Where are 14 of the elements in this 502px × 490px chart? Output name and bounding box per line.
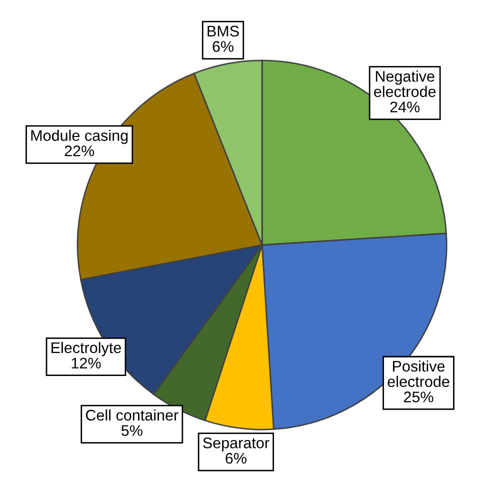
- slice-label: Separator: [203, 438, 270, 452]
- data-label: 24%: [390, 102, 420, 112]
- slice-label: Electrolyte: [52, 342, 121, 356]
- slice-label: Negative electrode: [374, 70, 436, 98]
- slice-label: Cell container: [86, 409, 178, 421]
- slice-label: BMS: [208, 26, 239, 37]
- data-label: 6%: [212, 41, 234, 52]
- data-label: 6%: [226, 452, 246, 464]
- data-label: 12%: [72, 358, 101, 368]
- data-label: 22%: [64, 145, 94, 156]
- data-label: 25%: [404, 392, 434, 402]
- data-label: 5%: [121, 425, 142, 436]
- slice-label: Module casing: [31, 130, 128, 144]
- slice-label: Positive electrode: [388, 360, 450, 388]
